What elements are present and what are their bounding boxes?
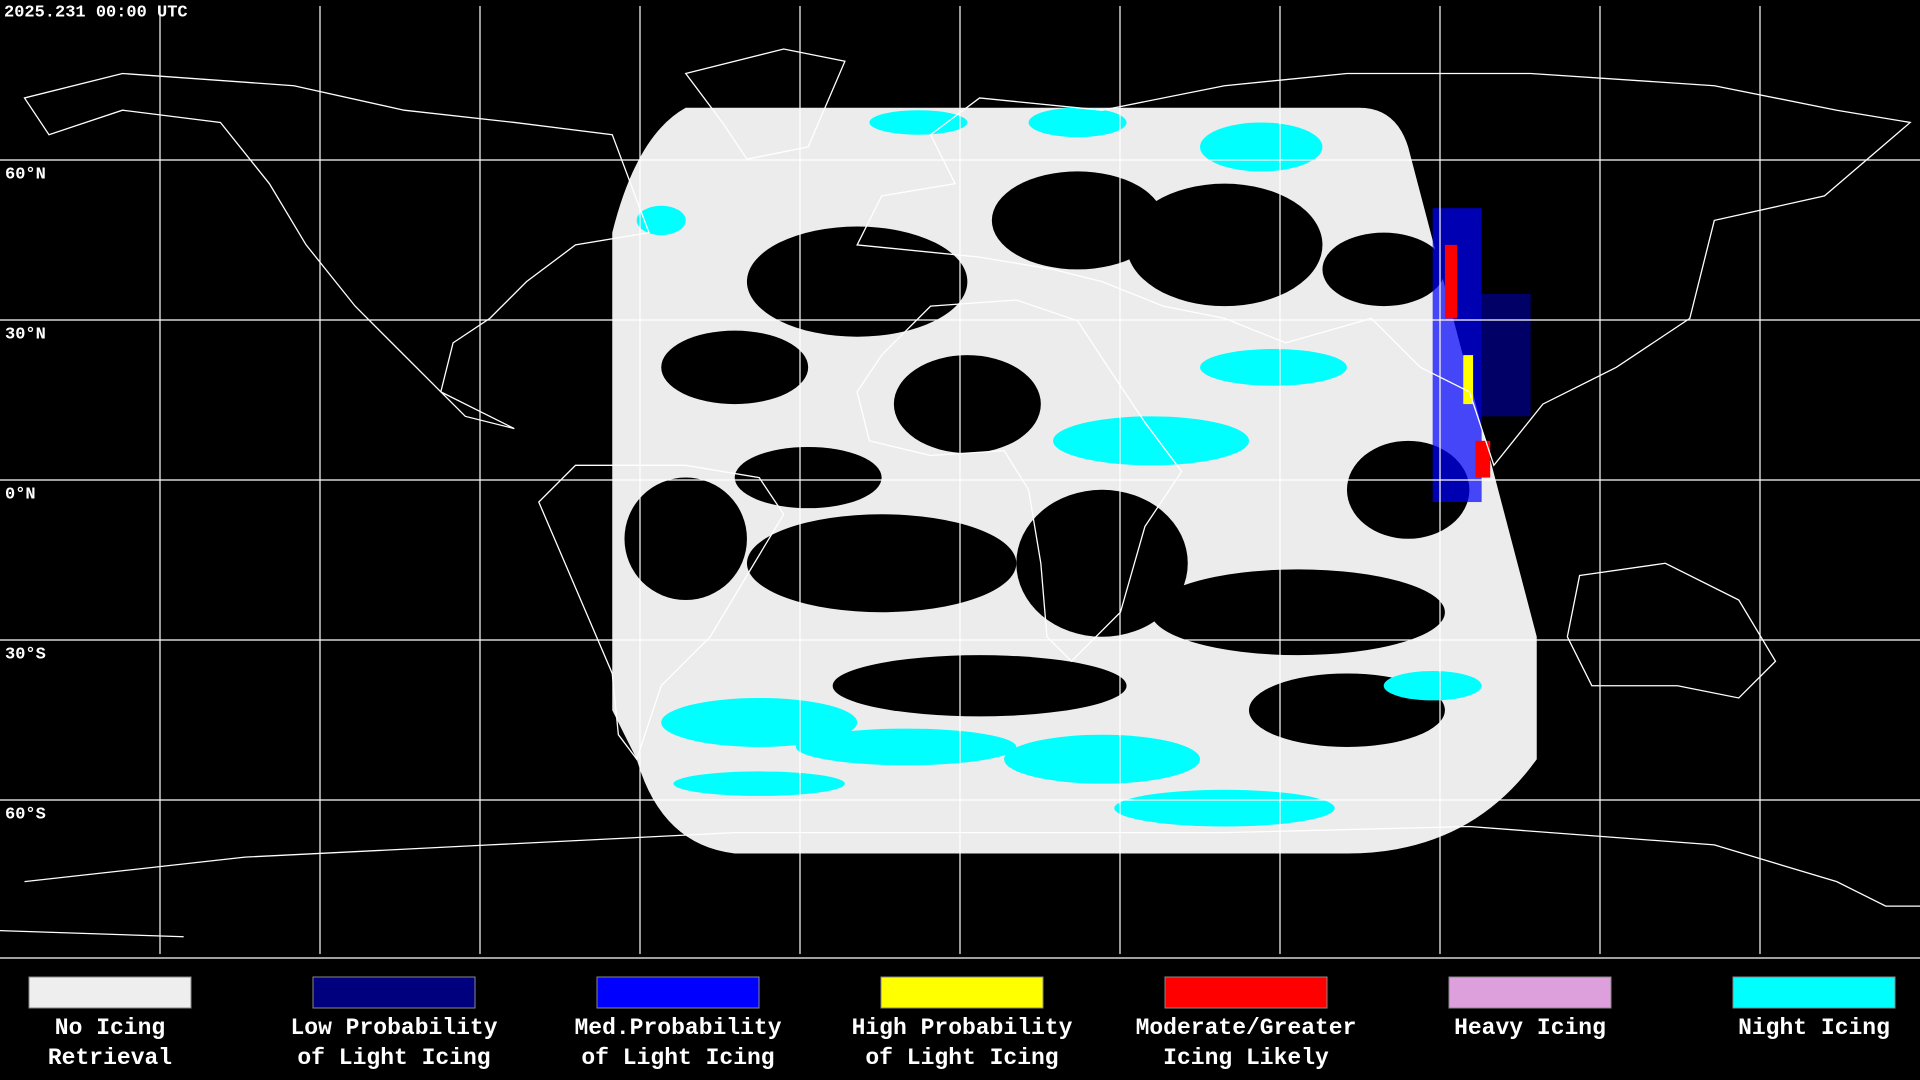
latitude-label: 0°N [5, 485, 36, 504]
legend-label: No Icing [55, 1015, 165, 1041]
legend: No Icing Retrieval Low Probability of Light… [28, 976, 1896, 1071]
legend-swatch [312, 976, 476, 1009]
legend-label: Night Icing [1738, 1015, 1890, 1041]
legend-label: Retrieval [48, 1045, 172, 1071]
legend-swatch [880, 976, 1044, 1009]
coastline [686, 49, 845, 159]
legend-swatch [1164, 976, 1328, 1009]
timestamp: 2025.231 00:00 UTC [4, 3, 188, 22]
legend-swatch [28, 976, 192, 1009]
night-icing-areas [636, 107, 1482, 827]
legend-label: Moderate/Greater [1136, 1015, 1357, 1041]
legend-label: Heavy Icing [1454, 1015, 1606, 1041]
latitude-labels: 60°N 30°N 0°N 30°S 60°S [5, 165, 46, 824]
latitude-label: 60°N [5, 165, 46, 184]
legend-label: of Light Icing [581, 1045, 774, 1071]
legend-label: Med.Probability [574, 1015, 781, 1041]
coastline [857, 73, 1910, 465]
coastline [0, 827, 1920, 937]
latitude-label: 60°S [5, 805, 46, 824]
legend-swatch [596, 976, 760, 1009]
coastline [1567, 563, 1775, 698]
clear-areas [624, 171, 1470, 747]
legend-label: of Light Icing [297, 1045, 490, 1071]
coastline [857, 300, 1181, 661]
coastline [539, 465, 784, 759]
legend-label: High Probability [852, 1015, 1073, 1041]
legend-label: Low Probability [290, 1015, 497, 1041]
graticule [0, 6, 1920, 954]
coastline [24, 73, 648, 428]
legend-label: Icing Likely [1163, 1045, 1329, 1071]
latitude-label: 30°N [5, 325, 46, 344]
legend-swatch [1732, 976, 1896, 1009]
latitude-label: 30°S [5, 645, 46, 664]
map [0, 49, 1920, 937]
legend-swatch [1448, 976, 1612, 1009]
icing-pixels [1432, 208, 1531, 503]
legend-label: of Light Icing [865, 1045, 1058, 1071]
